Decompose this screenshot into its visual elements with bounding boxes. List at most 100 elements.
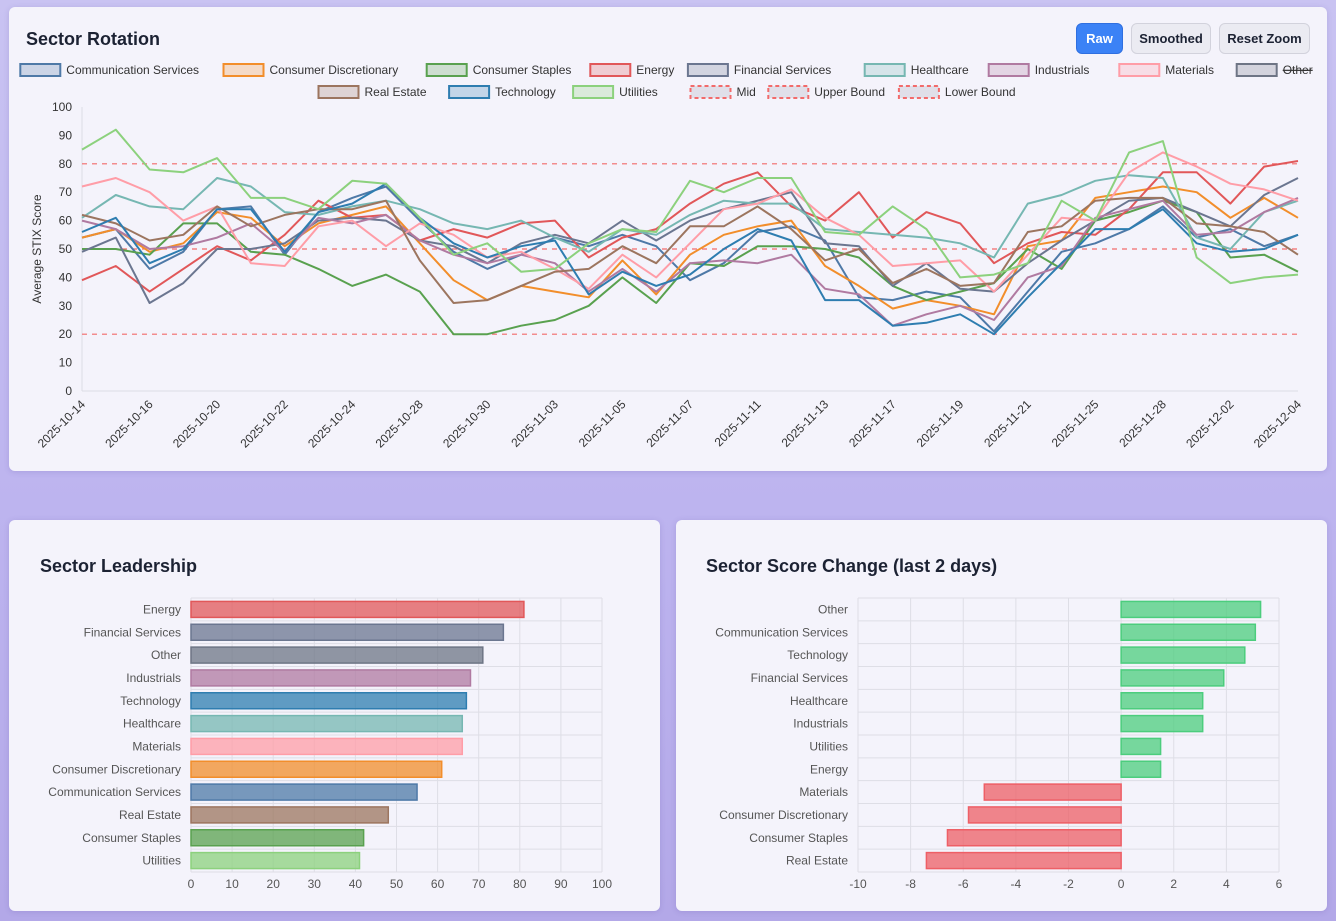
bar-technology[interactable] bbox=[190, 692, 468, 710]
legend-swatch[interactable] bbox=[686, 63, 729, 77]
legend-label[interactable]: Industrials bbox=[1035, 63, 1090, 77]
legend-item-consumer-discretionary[interactable]: Consumer Discretionary bbox=[222, 63, 399, 77]
legend-swatch[interactable] bbox=[317, 85, 360, 99]
legend-swatch[interactable] bbox=[1235, 63, 1278, 77]
x-tick-label: 2025-10-22 bbox=[237, 397, 291, 451]
reset-zoom-button[interactable]: Reset Zoom bbox=[1219, 23, 1310, 54]
bar-energy[interactable] bbox=[1120, 760, 1162, 778]
legend-swatch[interactable] bbox=[897, 85, 940, 99]
series-line-technology[interactable] bbox=[81, 182, 1299, 336]
bar-consumer-staples[interactable] bbox=[946, 829, 1122, 847]
legend-swatch[interactable] bbox=[222, 63, 265, 77]
legend-label[interactable]: Consumer Staples bbox=[473, 63, 572, 77]
sector-change-chart[interactable]: -10 -8 -6 -4 -2 0 2 4 6 Other Communication Servic… bbox=[676, 520, 1327, 911]
bar-energy[interactable] bbox=[190, 600, 525, 619]
x-tick-label: 0 bbox=[1118, 877, 1125, 891]
category-label: Consumer Discretionary bbox=[52, 762, 181, 776]
sector-leadership-card: Sector Leadership 0 10 20 30 40 50 60 70 80 90 100… bbox=[9, 520, 660, 911]
legend-label[interactable]: Other bbox=[1283, 63, 1313, 77]
legend-label[interactable]: Technology bbox=[495, 85, 556, 99]
series-line-industrials[interactable] bbox=[81, 196, 1299, 327]
legend-label[interactable]: Healthcare bbox=[911, 63, 969, 77]
legend-item-real-estate[interactable]: Real Estate bbox=[317, 85, 427, 99]
category-label: Utilities bbox=[809, 739, 848, 753]
series-line-healthcare[interactable] bbox=[81, 174, 1299, 259]
bar-communication-services[interactable] bbox=[1120, 623, 1257, 641]
bar-materials[interactable] bbox=[190, 737, 464, 756]
legend-swatch[interactable] bbox=[1118, 63, 1161, 77]
legend-swatch[interactable] bbox=[19, 63, 62, 77]
legend-item-communication-services[interactable]: Communication Services bbox=[19, 63, 199, 77]
legend-label[interactable]: Energy bbox=[636, 63, 674, 77]
y-tick-label: 70 bbox=[59, 185, 73, 199]
legend-label[interactable]: Materials bbox=[1165, 63, 1214, 77]
bar-healthcare[interactable] bbox=[1120, 692, 1204, 710]
legend-label[interactable]: Utilities bbox=[619, 85, 658, 99]
legend-item-technology[interactable]: Technology bbox=[448, 85, 556, 99]
legend-label[interactable]: Mid bbox=[737, 85, 756, 99]
bar-industrials[interactable] bbox=[1120, 714, 1204, 733]
x-tick-label: -4 bbox=[1011, 877, 1022, 891]
legend-swatch[interactable] bbox=[448, 85, 491, 99]
legend-swatch[interactable] bbox=[689, 85, 732, 99]
smoothed-button[interactable]: Smoothed bbox=[1131, 23, 1211, 54]
sector-rotation-chart[interactable]: Communication Services Consumer Discretio… bbox=[9, 7, 1327, 471]
series-line-energy[interactable] bbox=[81, 160, 1299, 293]
x-tick-label: 2025-11-11 bbox=[712, 397, 764, 449]
bar-communication-services[interactable] bbox=[190, 783, 418, 801]
bar-consumer-discretionary[interactable] bbox=[190, 760, 443, 778]
bar-other[interactable] bbox=[1120, 600, 1262, 619]
legend-item-utilities[interactable]: Utilities bbox=[572, 85, 658, 99]
y-tick-label: 40 bbox=[59, 270, 73, 284]
bar-industrials[interactable] bbox=[190, 669, 472, 687]
bar-materials[interactable] bbox=[983, 783, 1122, 801]
legend-label[interactable]: Consumer Discretionary bbox=[270, 63, 399, 77]
x-tick-label: 2025-10-20 bbox=[170, 397, 224, 451]
category-label: Industrials bbox=[126, 671, 181, 685]
category-label: Energy bbox=[810, 762, 848, 776]
legend-item-financial-services[interactable]: Financial Services bbox=[686, 63, 831, 77]
legend-item-lower-bound[interactable]: Lower Bound bbox=[897, 85, 1016, 99]
bar-financial-services[interactable] bbox=[1120, 669, 1225, 687]
bar-real-estate[interactable] bbox=[190, 806, 390, 824]
y-tick-label: 0 bbox=[65, 384, 72, 398]
bar-utilities[interactable] bbox=[1120, 737, 1162, 756]
legend-item-upper-bound[interactable]: Upper Bound bbox=[767, 85, 885, 99]
x-tick-label: 2 bbox=[1170, 877, 1177, 891]
bar-other[interactable] bbox=[190, 646, 484, 664]
legend-item-mid[interactable]: Mid bbox=[689, 85, 756, 99]
bar-technology[interactable] bbox=[1120, 646, 1246, 664]
series-line-consumer-discretionary[interactable] bbox=[81, 185, 1299, 316]
legend-label[interactable]: Lower Bound bbox=[945, 85, 1016, 99]
legend-item-materials[interactable]: Materials bbox=[1118, 63, 1214, 77]
category-label: Energy bbox=[143, 602, 181, 616]
raw-button[interactable]: Raw bbox=[1076, 23, 1123, 54]
bar-consumer-discretionary[interactable] bbox=[967, 806, 1122, 824]
bar-utilities[interactable] bbox=[190, 851, 361, 870]
x-tick-label: 2025-11-13 bbox=[779, 397, 832, 450]
legend-swatch[interactable] bbox=[589, 63, 632, 77]
legend-item-energy[interactable]: Energy bbox=[589, 63, 674, 77]
category-label: Consumer Staples bbox=[82, 831, 181, 845]
bar-consumer-staples[interactable] bbox=[190, 829, 365, 847]
legend-swatch[interactable] bbox=[987, 63, 1030, 77]
legend-label[interactable]: Real Estate bbox=[365, 85, 427, 99]
sector-leadership-chart[interactable]: 0 10 20 30 40 50 60 70 80 90 100 Energy Financial Se… bbox=[9, 520, 660, 911]
series-line-real-estate[interactable] bbox=[81, 196, 1299, 304]
legend-swatch[interactable] bbox=[572, 85, 615, 99]
legend-item-consumer-staples[interactable]: Consumer Staples bbox=[425, 63, 572, 77]
bar-real-estate[interactable] bbox=[925, 851, 1122, 870]
bar-financial-services[interactable] bbox=[190, 623, 505, 641]
legend-swatch[interactable] bbox=[863, 63, 906, 77]
legend-item-healthcare[interactable]: Healthcare bbox=[863, 63, 969, 77]
legend-item-other[interactable]: Other bbox=[1235, 63, 1313, 77]
series-line-utilities[interactable] bbox=[81, 128, 1299, 285]
legend-item-industrials[interactable]: Industrials bbox=[987, 63, 1090, 77]
legend-label[interactable]: Upper Bound bbox=[814, 85, 885, 99]
legend-label[interactable]: Financial Services bbox=[734, 63, 831, 77]
legend-label[interactable]: Communication Services bbox=[66, 63, 199, 77]
legend-swatch[interactable] bbox=[767, 85, 810, 99]
bar-healthcare[interactable] bbox=[190, 714, 464, 733]
legend-swatch[interactable] bbox=[425, 63, 468, 77]
x-tick-label: 6 bbox=[1276, 877, 1283, 891]
